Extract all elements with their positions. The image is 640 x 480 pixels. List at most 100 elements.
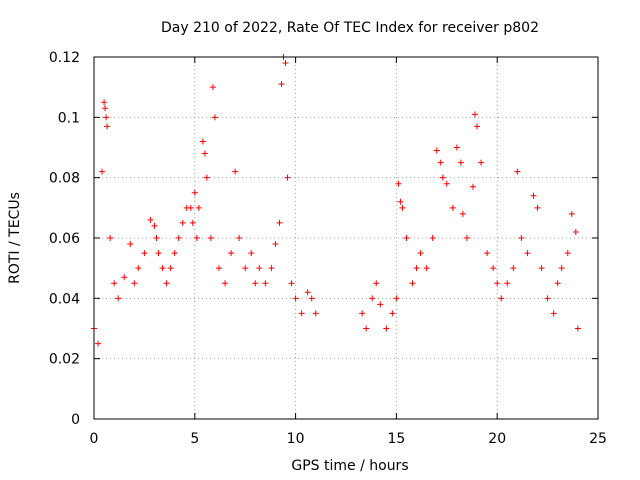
data-point <box>167 265 174 272</box>
data-point <box>544 295 551 302</box>
data-point <box>252 280 259 287</box>
data-point <box>574 325 581 332</box>
data-point <box>171 250 178 257</box>
data-point <box>449 204 456 211</box>
data-point <box>564 250 571 257</box>
data-point <box>474 123 481 130</box>
data-point <box>203 174 210 181</box>
data-point <box>175 235 182 241</box>
data-point <box>155 250 162 257</box>
data-point <box>228 250 235 257</box>
data-point <box>572 228 579 235</box>
data-point <box>232 168 239 175</box>
data-point <box>494 280 501 287</box>
data-point <box>472 111 479 118</box>
data-point <box>256 265 263 272</box>
data-point <box>268 265 275 272</box>
y-tick-label: 0 <box>71 412 80 428</box>
data-point <box>395 180 402 187</box>
data-point <box>276 219 283 226</box>
data-point <box>95 340 102 347</box>
chart-title: Day 210 of 2022, Rate Of TEC Index for r… <box>161 20 539 36</box>
data-point <box>429 235 436 241</box>
axis-ticks: 0 5 10 15 20 25 0 0.02 0.04 0.06 0.08 0.1 0.12 <box>49 50 607 447</box>
data-point <box>550 310 557 317</box>
data-point <box>498 295 505 302</box>
data-point <box>288 280 295 287</box>
data-point <box>189 219 196 226</box>
data-point <box>459 210 466 217</box>
data-point <box>207 235 214 241</box>
data-point <box>484 250 491 257</box>
x-axis-label: GPS time / hours <box>291 458 408 474</box>
data-point <box>102 105 109 112</box>
data-point <box>127 241 134 248</box>
data-point <box>453 144 460 151</box>
data-point <box>554 280 561 287</box>
y-tick-label: 0.06 <box>49 231 80 247</box>
data-point <box>107 235 114 241</box>
data-point <box>490 265 497 272</box>
data-point <box>153 235 160 241</box>
data-point <box>147 216 154 223</box>
data-point <box>292 295 299 302</box>
data-point <box>383 325 390 332</box>
data-point <box>518 235 525 241</box>
data-point <box>101 99 108 106</box>
data-point <box>111 280 118 287</box>
data-point <box>282 60 289 67</box>
data-point <box>278 81 285 88</box>
data-point <box>99 168 106 175</box>
data-point <box>538 265 545 272</box>
data-point <box>417 250 424 257</box>
data-points <box>91 54 581 347</box>
data-point <box>222 280 229 287</box>
data-point <box>363 325 370 332</box>
data-point <box>248 250 255 257</box>
data-point <box>131 280 138 287</box>
data-point <box>141 250 148 257</box>
data-point <box>504 280 511 287</box>
data-point <box>121 274 128 281</box>
y-axis-label: ROTI / TECUs <box>7 192 23 284</box>
data-point <box>443 180 450 187</box>
data-point <box>470 183 477 190</box>
data-point <box>304 289 311 296</box>
data-point <box>524 250 531 257</box>
y-tick-label: 0.08 <box>49 171 80 187</box>
data-point <box>457 159 464 166</box>
data-point <box>393 295 400 302</box>
data-point <box>369 295 376 302</box>
data-point <box>534 204 541 211</box>
data-point <box>115 295 122 302</box>
data-point <box>242 265 249 272</box>
data-point <box>298 310 305 317</box>
data-point <box>463 235 470 241</box>
data-point <box>510 265 517 272</box>
data-point <box>389 310 396 317</box>
data-point <box>359 310 366 317</box>
data-point <box>151 222 158 229</box>
data-point <box>211 114 218 121</box>
data-point <box>272 241 279 248</box>
data-point <box>409 280 416 287</box>
data-point <box>201 150 208 157</box>
data-point <box>558 265 565 272</box>
y-tick-label: 0.12 <box>49 50 80 66</box>
data-point <box>373 280 380 287</box>
data-point <box>262 280 269 287</box>
data-point <box>514 168 521 175</box>
y-tick-label: 0.1 <box>58 110 80 126</box>
data-point <box>423 265 430 272</box>
data-point <box>439 174 446 181</box>
data-point <box>103 114 110 121</box>
data-point <box>284 174 291 181</box>
data-point <box>403 235 410 241</box>
data-point <box>478 159 485 166</box>
x-tick-label: 25 <box>589 431 607 447</box>
data-point <box>209 84 216 91</box>
x-tick-label: 20 <box>488 431 506 447</box>
data-point <box>377 301 384 308</box>
data-point <box>163 280 170 287</box>
